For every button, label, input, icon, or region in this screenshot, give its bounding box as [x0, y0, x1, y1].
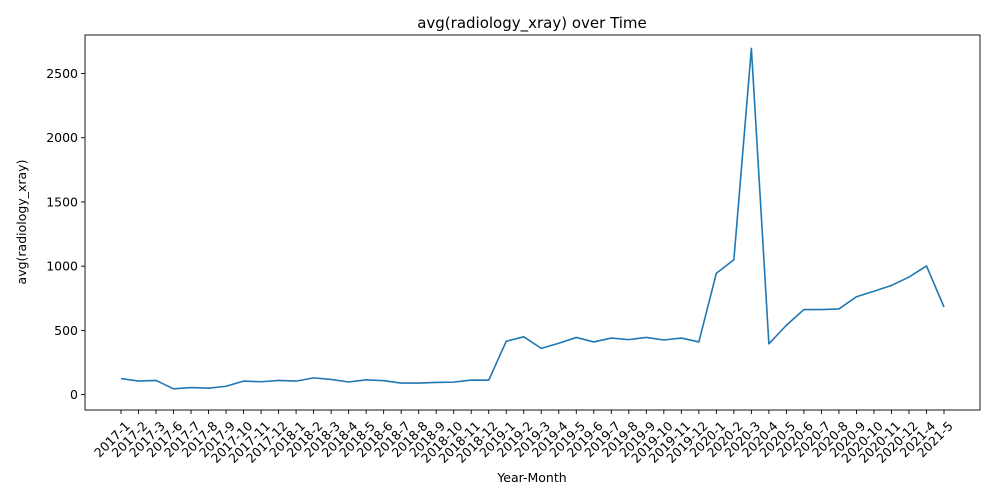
- y-tick-label: 1000: [46, 259, 78, 274]
- series-line: [120, 47, 945, 390]
- chart-title: avg(radiology_xray) over Time: [417, 14, 647, 33]
- plot-frame: [84, 34, 981, 411]
- x-axis-label: Year-Month: [496, 470, 566, 485]
- y-axis-label: avg(radiology_xray): [14, 160, 29, 285]
- y-tick-label: 1500: [46, 194, 78, 209]
- data-points: [120, 48, 945, 389]
- y-tick-label: 500: [54, 323, 78, 338]
- x-axis: 2017-12017-22017-32017-62017-72017-82017…: [91, 410, 956, 466]
- y-tick-label: 2000: [46, 130, 78, 145]
- y-tick-label: 2500: [46, 66, 78, 81]
- y-tick-label: 0: [70, 387, 78, 402]
- y-axis: 0 500 1000 1500 2000 2500: [46, 66, 85, 402]
